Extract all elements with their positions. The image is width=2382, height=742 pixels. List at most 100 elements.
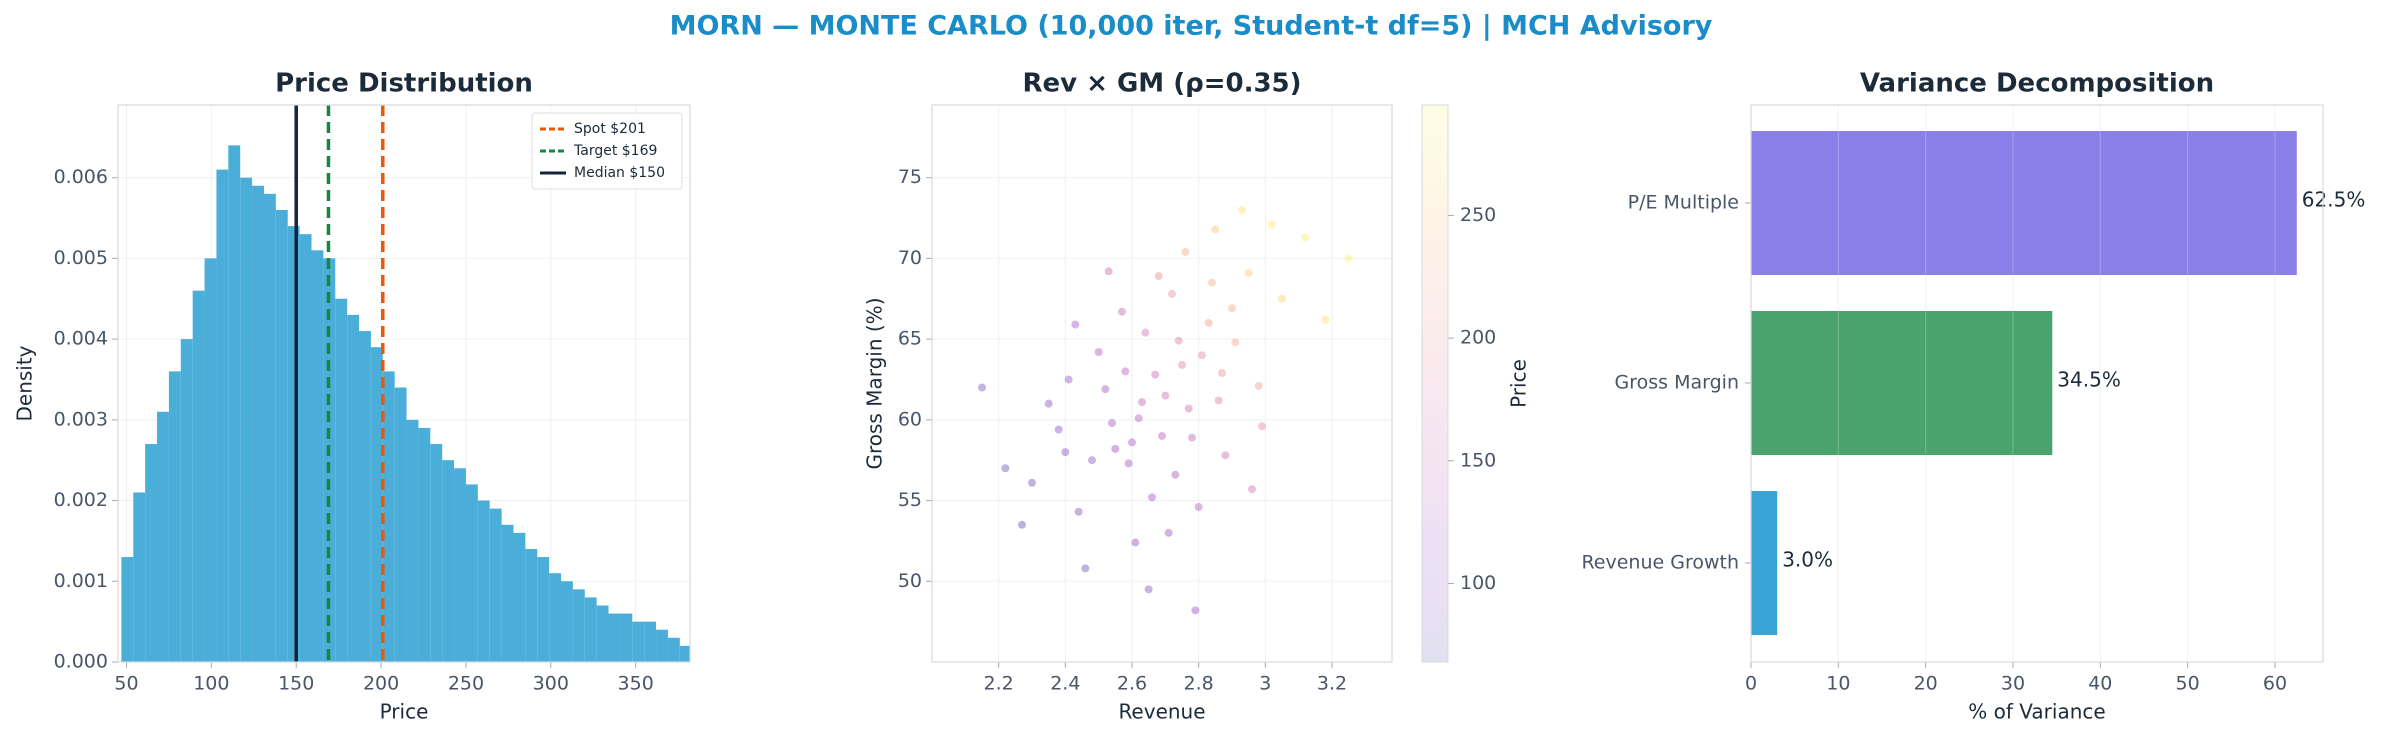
histogram-bar [335,298,348,662]
colorbar-tick-label: 150 [1460,449,1496,471]
histogram-bar [620,613,633,662]
x-tick-label: 3.2 [1317,673,1347,695]
scatter-point [1198,351,1206,360]
colorbar [1421,104,1449,663]
scatter-point [1171,470,1180,479]
histogram-bar [549,573,562,662]
colorbar-tick-label: 200 [1460,327,1496,349]
scatter-point [1181,247,1190,256]
y-tick-label: 0.000 [54,651,108,673]
scatter-point [1144,585,1153,594]
scatter-point [1238,205,1246,214]
histogram-bar [513,532,526,662]
histogram-bar [465,484,478,662]
colorbar-label: Price [1507,359,1531,408]
histogram-bar [263,193,276,662]
histogram-bar [323,258,336,662]
y-tick-label: 0.006 [54,166,108,188]
x-tick-label: 50 [114,673,138,695]
histogram-bar [347,314,360,662]
scatter-point [1094,348,1103,357]
legend-label: Target $169 [573,143,657,159]
y-tick-label: P/E Multiple [1628,192,1739,214]
histogram-bar [180,339,193,662]
scatter-point [1218,369,1226,378]
x-tick-label: 50 [2176,673,2200,695]
y-tick-label: Revenue Growth [1581,552,1739,574]
y-tick-label: 55 [898,489,922,511]
legend-box [531,112,683,190]
x-tick-label: 2.6 [1117,673,1147,695]
scatter-point [1018,520,1026,529]
figure-title: MORN — MONTE CARLO (10,000 iter, Student… [670,11,1713,42]
scatter-point [1128,438,1136,447]
axes-background [932,105,1392,662]
x-tick-label: 2.4 [1050,673,1080,695]
legend-label: Spot $201 [574,121,646,137]
scatter-point [1231,338,1240,347]
histogram-bar [644,621,657,662]
histogram-bar [157,411,169,662]
scatter-point [1174,336,1183,345]
panel-title: Variance Decomposition [1860,69,2214,99]
bar [1751,131,2297,275]
scatter-point [1191,606,1200,615]
scatter-point [1118,307,1126,316]
scatter-point [978,383,986,392]
histogram-bar [299,234,312,662]
scatter-point [1154,272,1163,281]
histogram-bar [252,185,264,662]
histogram-bar [406,419,419,662]
scatter-point [1204,318,1213,327]
histogram-bar [133,492,146,662]
histogram-bar [370,347,383,662]
y-tick-label: 0.005 [54,247,108,269]
histogram-bar [596,605,609,662]
scatter-point [1104,267,1113,276]
x-tick-label: 2.8 [1184,673,1214,695]
x-tick-label: 0 [1745,673,1757,695]
scatter-point [1064,375,1073,384]
x-axis-label: Revenue [1118,700,1205,724]
histogram-bar [679,645,690,662]
x-tick-label: 250 [448,673,484,695]
scatter-point [1164,528,1173,537]
x-tick-label: 10 [1826,673,1850,695]
colorbar-tick-label: 250 [1460,204,1496,226]
scatter-point [1028,478,1036,487]
x-axis-label: % of Variance [1968,700,2105,724]
scatter-point [1111,444,1120,453]
scatter-point [1061,448,1070,457]
x-tick-label: 30 [2001,673,2025,695]
histogram-bar [275,209,288,662]
histogram-bar [430,444,443,662]
histogram-bar [501,524,514,662]
scatter-point [1054,425,1063,434]
histogram-bar [667,637,680,662]
scatter-point [1228,304,1236,313]
histogram-bar [442,460,455,662]
value-label: 34.5% [2057,368,2121,392]
scatter-point [1168,289,1176,298]
x-tick-label: 2.2 [984,673,1014,695]
histogram-bar [228,145,241,662]
histogram-bar [359,331,371,662]
scatter-point [1268,220,1276,229]
legend-label: Median $150 [574,165,665,181]
scatter-point [1151,370,1160,379]
y-tick-label: 65 [898,328,922,350]
value-label: 62.5% [2302,188,2366,212]
histogram-bar [382,371,395,662]
x-tick-label: 3 [1259,673,1271,695]
y-tick-label: 50 [898,570,922,592]
x-tick-label: 300 [533,673,569,695]
scatter-point [1088,456,1096,465]
histogram-bar [454,468,466,662]
scatter-point [1214,396,1223,405]
histogram-bar [121,557,134,662]
histogram-bar [311,250,324,662]
scatter-point [1244,268,1253,277]
scatter-point [1134,414,1143,423]
scatter-point [1161,391,1170,400]
